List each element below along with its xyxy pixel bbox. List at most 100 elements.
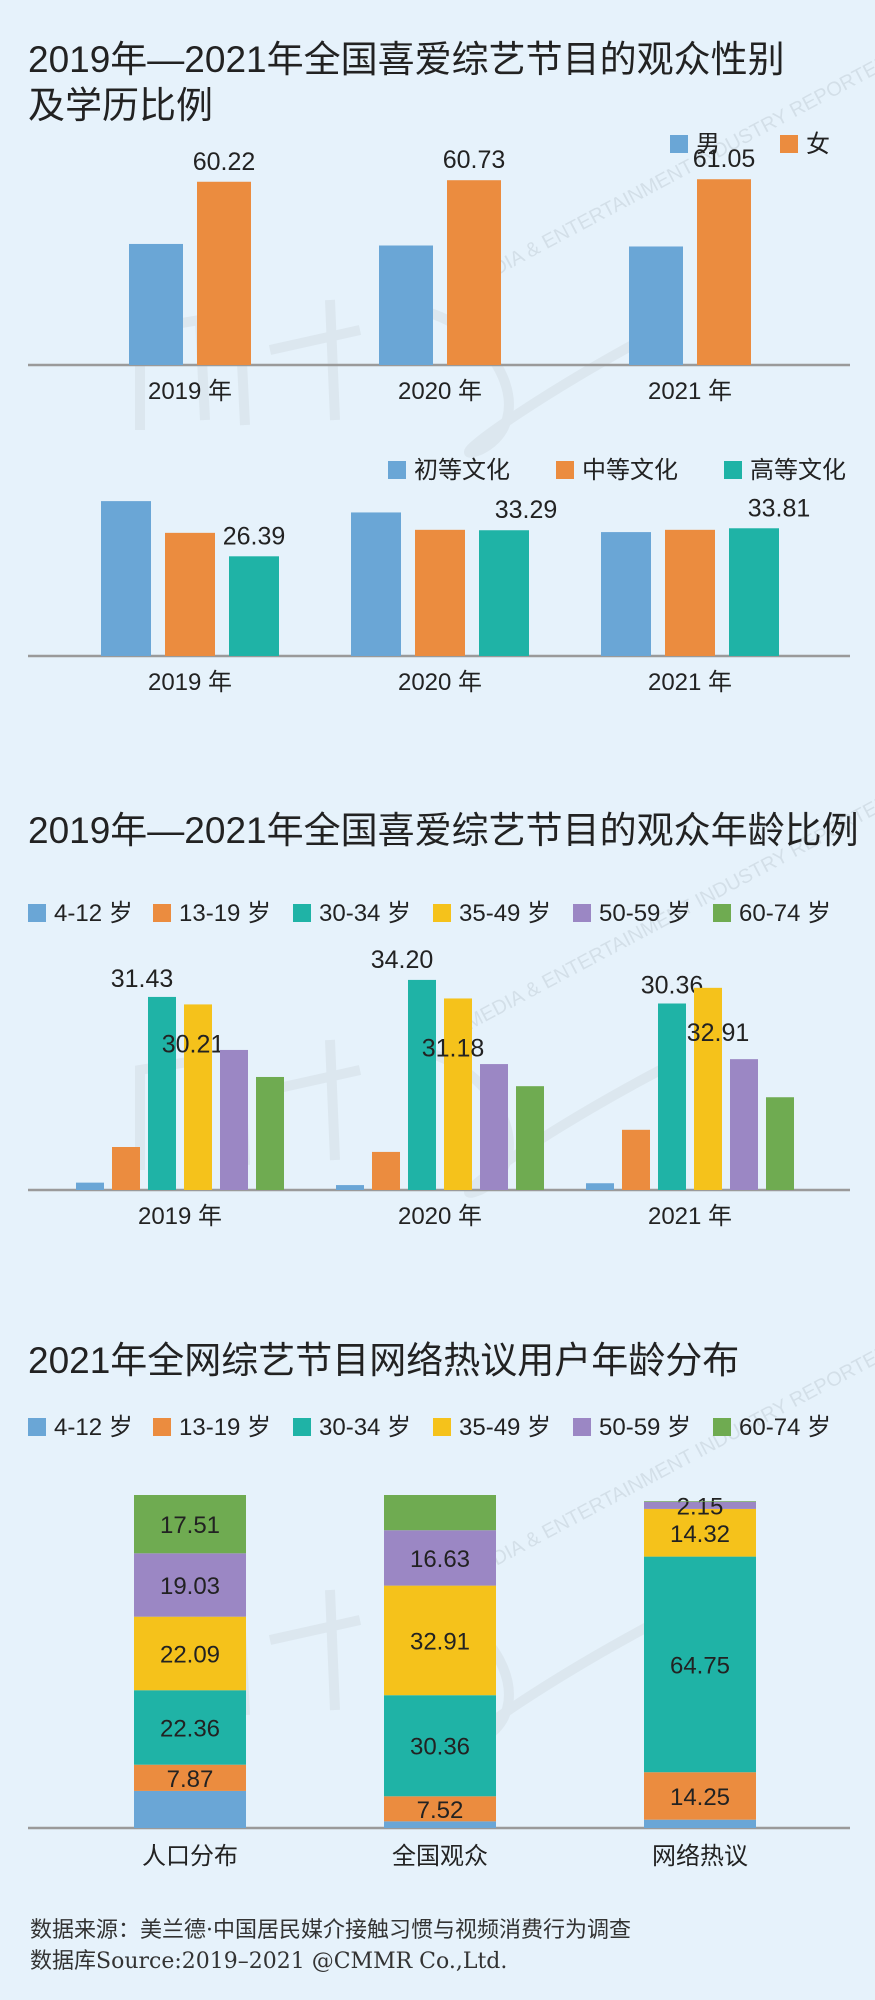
education-legend-swatch-0 xyxy=(388,461,406,479)
age-bar-3-0 xyxy=(184,1004,212,1190)
online-segment-4-2 xyxy=(644,1501,756,1509)
age-legend-swatch-3 xyxy=(433,904,451,922)
online-segment-label-2-0: 22.36 xyxy=(160,1715,220,1742)
education-legend-label-1: 中等文化 xyxy=(582,457,678,484)
online-segment-label-3-2: 14.32 xyxy=(670,1521,730,1548)
online-segment-0-1 xyxy=(384,1821,496,1828)
online-segment-2-2 xyxy=(644,1556,756,1773)
age-bar-4-2 xyxy=(730,1059,758,1190)
online-segment-3-2 xyxy=(644,1508,756,1557)
online-segment-3-0 xyxy=(134,1616,246,1691)
online-segment-label-4-0: 19.03 xyxy=(160,1573,220,1600)
source-line1: 数据来源：美兰德·中国居民媒介接触习惯与视频消费行为调查 xyxy=(30,1918,631,1943)
gender-legend-label-1: 女 xyxy=(806,131,830,158)
education-legend-label-2: 高等文化 xyxy=(750,457,846,484)
age-legend-swatch-4 xyxy=(573,904,591,922)
age-bar-2-2 xyxy=(658,1003,686,1190)
age-legend-swatch-0 xyxy=(28,904,46,922)
online-segment-label-2-2: 64.75 xyxy=(670,1652,730,1679)
online-segment-0-2 xyxy=(644,1819,756,1828)
online-segment-2-0 xyxy=(134,1690,246,1765)
online-segment-label-4-2: 2.15 xyxy=(677,1493,724,1520)
gender-legend-label-0: 男 xyxy=(696,131,720,158)
online-segment-label-1-0: 7.87 xyxy=(167,1766,214,1793)
age-legend-label-1: 13-19 岁 xyxy=(179,900,271,927)
age-data-label-3-0: 30.21 xyxy=(162,1030,225,1058)
online-legend-swatch-0 xyxy=(28,1418,46,1436)
education-legend-label-0: 初等文化 xyxy=(414,457,510,484)
online-legend-label-0: 4-12 岁 xyxy=(54,1414,133,1441)
online-segment-5-0 xyxy=(134,1495,246,1554)
online-segment-4-1 xyxy=(384,1530,496,1586)
age-bar-1-2 xyxy=(622,1129,650,1190)
online-legend-label-4: 50-59 岁 xyxy=(599,1414,691,1441)
online-legend-swatch-3 xyxy=(433,1418,451,1436)
education-tick-1: 2020 年 xyxy=(398,669,482,696)
education-bar-1-1 xyxy=(415,529,465,656)
gender-data-label-1-1: 60.73 xyxy=(443,146,506,174)
education-bar-0-1 xyxy=(351,512,401,656)
age-legend-swatch-2 xyxy=(293,904,311,922)
gender-data-label-1-2: 61.05 xyxy=(693,145,756,173)
online-legend-label-3: 35-49 岁 xyxy=(459,1414,551,1441)
education-tick-2: 2021 年 xyxy=(648,669,732,696)
online-segment-5-2 xyxy=(644,1501,756,1502)
gender-bar-0-1 xyxy=(379,245,433,365)
gender-title-line1: 2019年—2021年全国喜爱综艺节目的观众性别 xyxy=(28,39,785,80)
gender-title-line2: 及学历比例 xyxy=(28,85,213,126)
online-segment-1-1 xyxy=(384,1796,496,1822)
age-legend-label-4: 50-59 岁 xyxy=(599,900,691,927)
charts-layer: 男 女 60.22 2019 年 60.73 2020 年 61.05 2021 年 初等文化 中… xyxy=(28,131,850,1870)
education-bar-1-2 xyxy=(665,529,715,656)
age-bar-1-1 xyxy=(372,1151,400,1190)
online-legend-swatch-2 xyxy=(293,1418,311,1436)
online-segment-5-1 xyxy=(384,1495,496,1531)
online-legend-swatch-4 xyxy=(573,1418,591,1436)
age-bar-1-0 xyxy=(112,1147,140,1190)
age-legend-label-0: 4-12 岁 xyxy=(54,900,133,927)
gender-data-label-1-0: 60.22 xyxy=(193,148,256,176)
age-tick-0: 2019 年 xyxy=(138,1203,222,1230)
online-segment-3-1 xyxy=(384,1585,496,1696)
gender-tick-0: 2019 年 xyxy=(148,378,232,405)
education-data-label-2-0: 26.39 xyxy=(223,522,286,550)
watermark-3: MEDIA & ENTERTAINMENT INDUSTRY REPORTER xyxy=(135,1341,875,1748)
source-line2: 数据库Source:2019–2021 @CMMR Co.,Ltd. xyxy=(30,1949,507,1974)
age-bar-0-2 xyxy=(586,1183,614,1190)
age-data-label-2-2: 30.36 xyxy=(641,972,704,1000)
online-segment-2-1 xyxy=(384,1695,496,1797)
education-bar-0-0 xyxy=(101,501,151,656)
age-bar-0-1 xyxy=(336,1185,364,1190)
online-segment-label-1-2: 14.25 xyxy=(670,1784,730,1811)
online-segment-label-2-1: 30.36 xyxy=(410,1734,470,1761)
age-bar-2-0 xyxy=(148,996,176,1190)
gender-bar-1-1 xyxy=(447,180,501,365)
age-data-label-3-2: 32.91 xyxy=(687,1019,750,1047)
education-bar-2-1 xyxy=(479,530,529,656)
online-tick-0: 人口分布 xyxy=(142,1843,238,1870)
online-tick-2: 网络热议 xyxy=(652,1843,748,1870)
online-legend-label-5: 60-74 岁 xyxy=(739,1414,831,1441)
online-tick-1: 全国观众 xyxy=(392,1843,488,1870)
age-bar-2-1 xyxy=(408,979,436,1190)
online-legend-label-1: 13-19 岁 xyxy=(179,1414,271,1441)
age-tick-1: 2020 年 xyxy=(398,1203,482,1230)
gender-legend-swatch-0 xyxy=(670,135,688,153)
education-bar-1-0 xyxy=(165,532,215,656)
education-bar-0-2 xyxy=(601,532,651,656)
education-bar-2-0 xyxy=(229,556,279,656)
age-bar-0-0 xyxy=(76,1182,104,1190)
age-data-label-3-1: 31.18 xyxy=(422,1034,485,1062)
age-data-label-2-1: 34.20 xyxy=(371,946,434,974)
age-title: 2019年—2021年全国喜爱综艺节目的观众年龄比例 xyxy=(28,810,859,851)
age-legend-swatch-1 xyxy=(153,904,171,922)
age-bar-5-2 xyxy=(766,1097,794,1190)
online-segment-label-3-1: 32.91 xyxy=(410,1628,470,1655)
gender-bar-1-2 xyxy=(697,179,751,365)
gender-legend-swatch-1 xyxy=(780,135,798,153)
online-segment-1-2 xyxy=(644,1772,756,1820)
online-legend-swatch-5 xyxy=(713,1418,731,1436)
age-tick-2: 2021 年 xyxy=(648,1203,732,1230)
online-legend-label-2: 30-34 岁 xyxy=(319,1414,411,1441)
